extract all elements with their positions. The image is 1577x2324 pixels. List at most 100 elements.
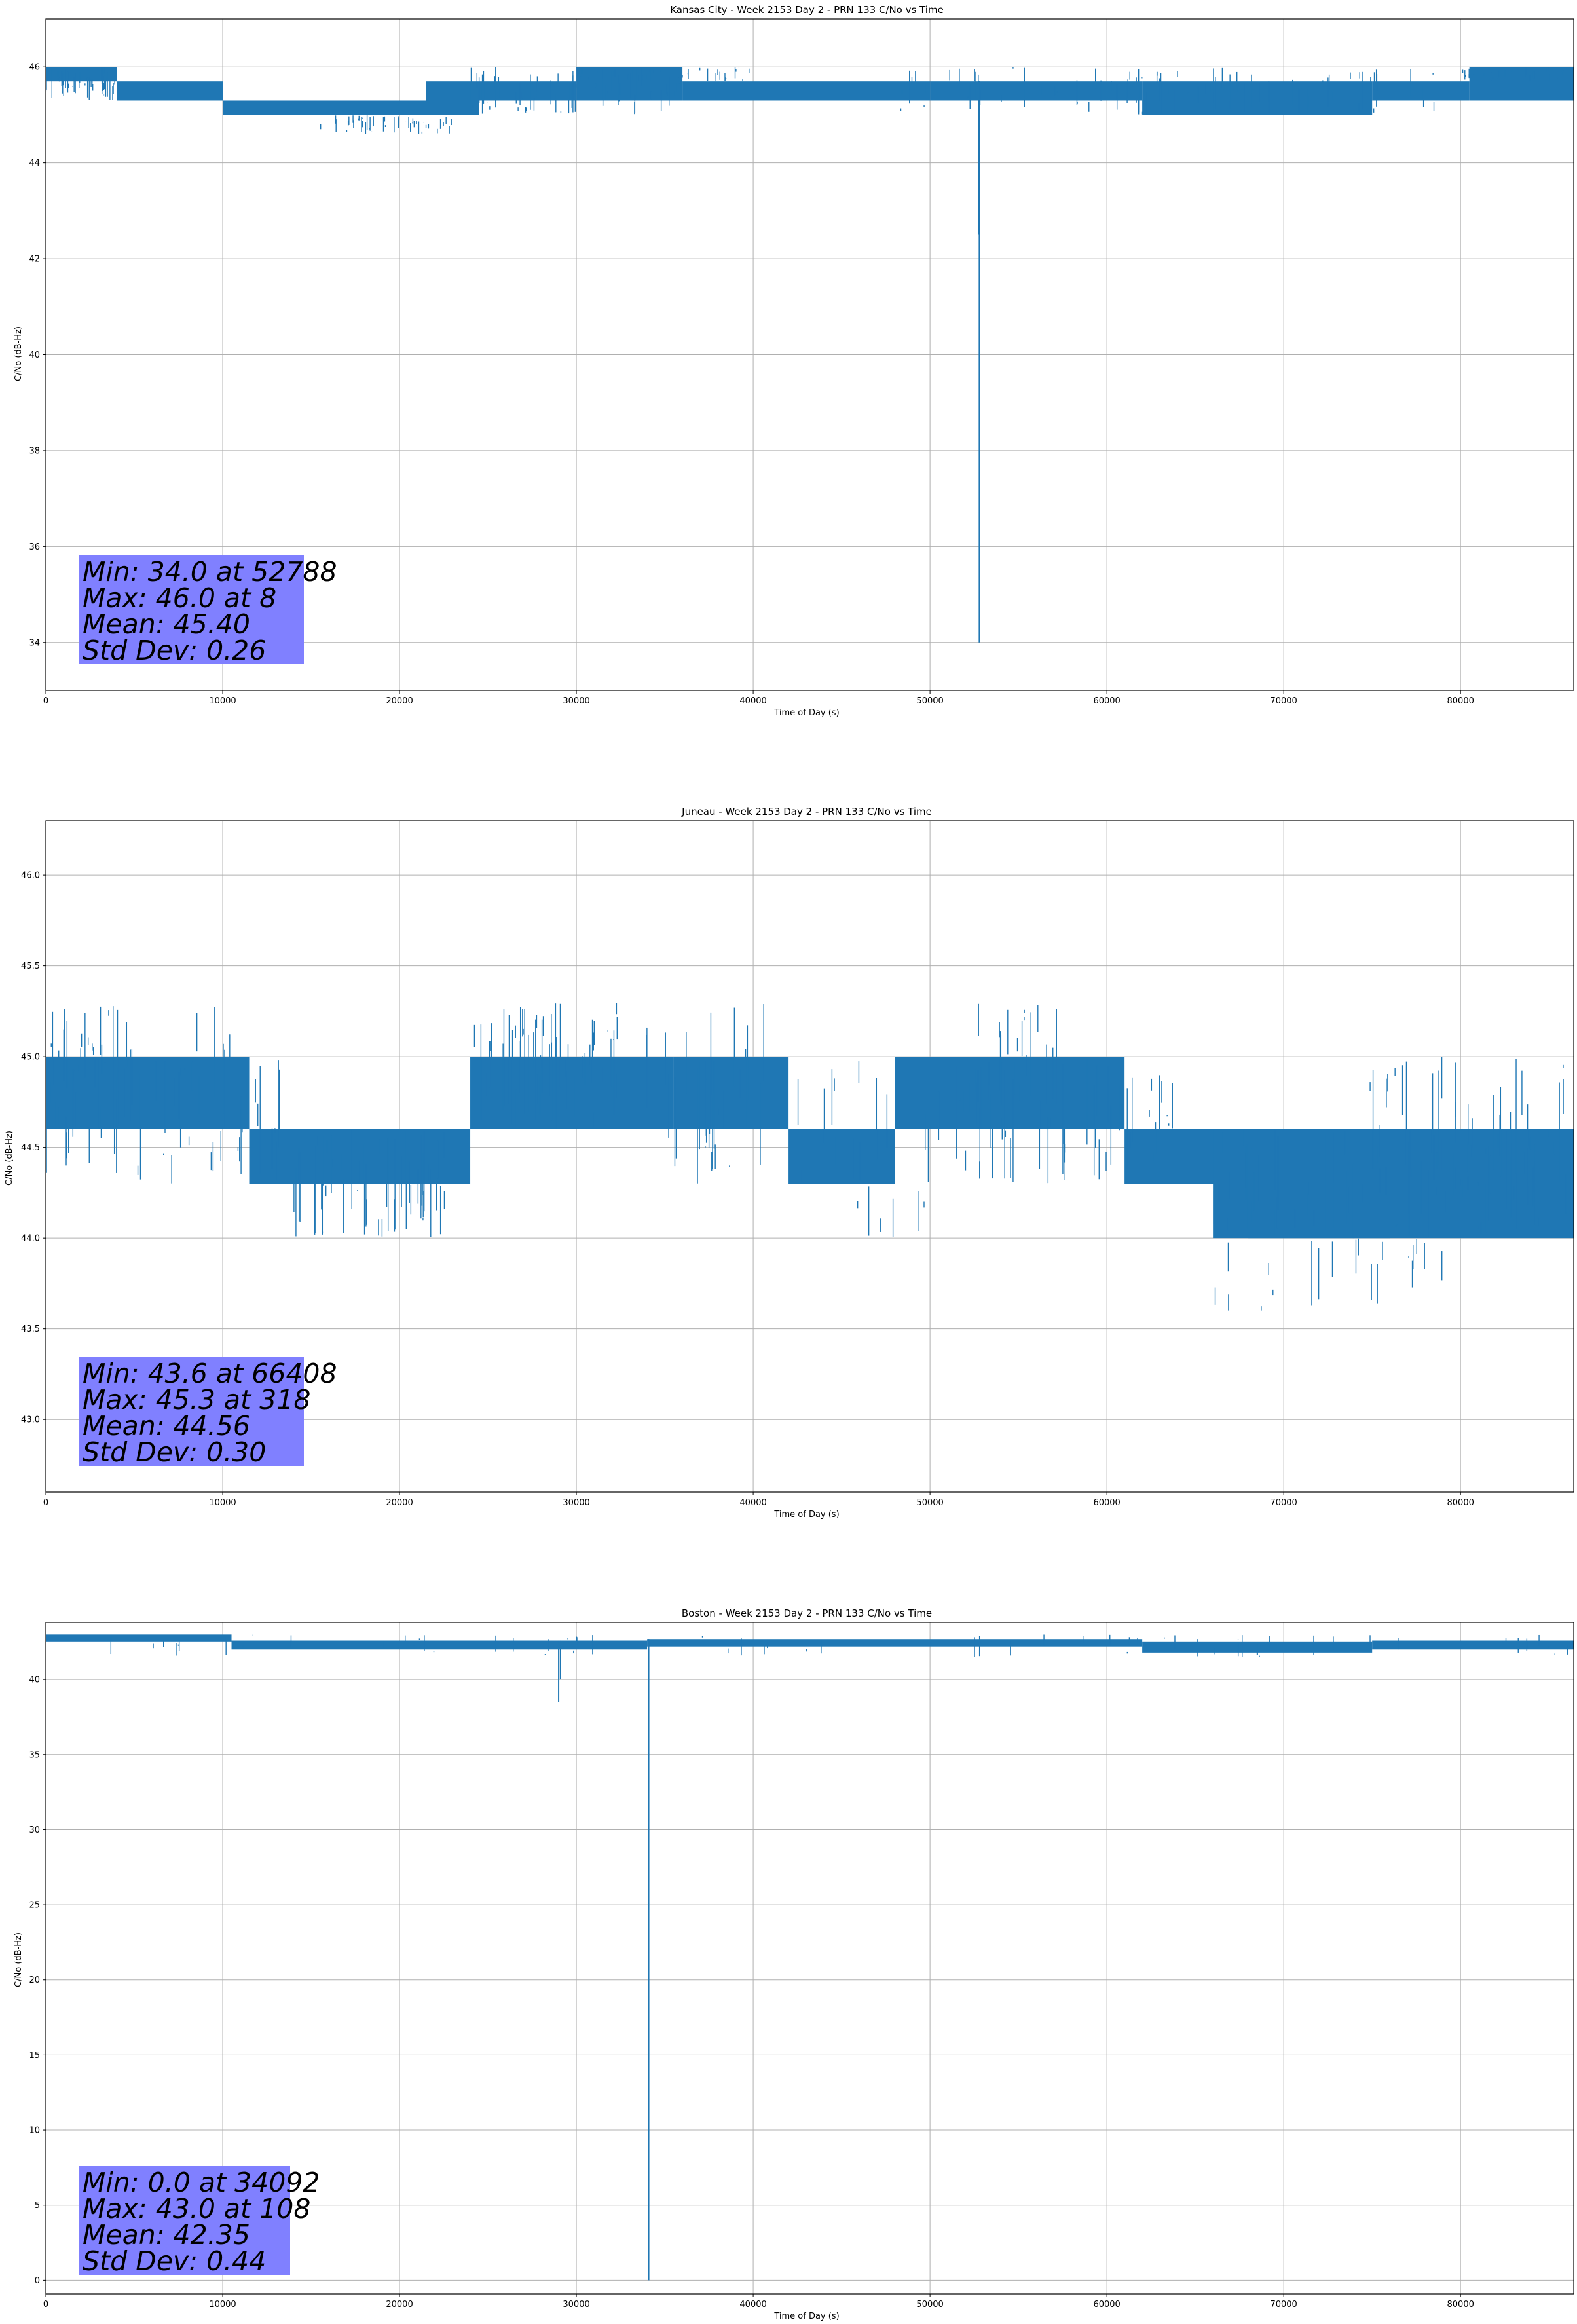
chart-kansas-city: Kansas City - Week 2153 Day 2 - PRN 133 … bbox=[14, 4, 1574, 718]
x-tick-label: 20000 bbox=[386, 2300, 413, 2310]
axis-ticks: 0 10000 20000 30000 40000 50000 60000 70000 8000… bbox=[29, 63, 1474, 706]
data-series bbox=[46, 1634, 1574, 2281]
y-tick-label: 0 bbox=[35, 2276, 40, 2286]
signal-band bbox=[1213, 1129, 1574, 1239]
y-tick-label: 30 bbox=[29, 1826, 40, 1835]
y-axis-label: C/No (dB-Hz) bbox=[14, 326, 24, 381]
signal-band bbox=[930, 81, 1143, 101]
y-tick-label: 20 bbox=[29, 1976, 40, 1985]
y-tick-label: 43.0 bbox=[21, 1415, 40, 1425]
signal-band bbox=[682, 81, 931, 101]
plot-frame bbox=[45, 1622, 1574, 2295]
plot-frame bbox=[45, 18, 1574, 691]
y-tick-label: 5 bbox=[35, 2201, 40, 2211]
signal-band bbox=[1372, 81, 1470, 101]
stats-box-background bbox=[79, 2166, 290, 2275]
y-tick-label: 45.0 bbox=[21, 1053, 40, 1062]
x-tick-label: 70000 bbox=[1270, 2300, 1297, 2310]
chart-juneau: Juneau - Week 2153 Day 2 - PRN 133 C/No … bbox=[5, 806, 1574, 1520]
stats-box-background bbox=[79, 1357, 304, 1466]
x-axis-label: Time of Day (s) bbox=[773, 1510, 839, 1520]
y-tick-label: 44.0 bbox=[21, 1234, 40, 1244]
y-tick-label: 44.5 bbox=[21, 1143, 40, 1153]
chart-title: Juneau - Week 2153 Day 2 - PRN 133 C/No … bbox=[681, 806, 932, 817]
stats-max: Max: 43.0 at 108 bbox=[83, 2193, 310, 2224]
stats-box-background bbox=[79, 555, 304, 664]
x-tick-label: 10000 bbox=[209, 2300, 236, 2310]
x-tick-label: 60000 bbox=[1093, 1498, 1120, 1508]
chart-boston: Boston - Week 2153 Day 2 - PRN 133 C/No … bbox=[14, 1607, 1574, 2321]
x-tick-label: 50000 bbox=[916, 1498, 943, 1508]
axis-ticks: 0 10000 20000 30000 40000 50000 60000 70000 8000… bbox=[29, 1676, 1474, 2310]
stats-min: Min: 43.6 at 66408 bbox=[83, 1358, 337, 1389]
x-tick-label: 60000 bbox=[1093, 2300, 1120, 2310]
x-tick-label: 40000 bbox=[739, 2300, 766, 2310]
plot-frame bbox=[45, 820, 1574, 1493]
y-tick-label: 10 bbox=[29, 2126, 40, 2136]
y-axis-label: C/No (dB-Hz) bbox=[5, 1131, 14, 1186]
grid bbox=[45, 1622, 1574, 2294]
signal-band bbox=[673, 1057, 789, 1129]
stats-std-dev: Std Dev: 0.26 bbox=[83, 635, 266, 666]
y-tick-label: 43.5 bbox=[21, 1324, 40, 1334]
signal-band bbox=[223, 100, 426, 115]
x-tick-label: 10000 bbox=[209, 1498, 236, 1508]
x-axis-label: Time of Day (s) bbox=[773, 2312, 839, 2321]
y-tick-label: 35 bbox=[29, 1750, 40, 1760]
stats-max: Max: 45.3 at 318 bbox=[83, 1384, 310, 1415]
signal-band bbox=[231, 1640, 648, 1650]
stats-box: Min: 34.0 at 52788 Max: 46.0 at 8 Mean: … bbox=[79, 555, 337, 666]
signal-band bbox=[426, 81, 479, 115]
signal-band bbox=[249, 1129, 471, 1184]
chart-title: Kansas City - Week 2153 Day 2 - PRN 133 … bbox=[670, 4, 944, 16]
y-tick-label: 15 bbox=[29, 2051, 40, 2061]
x-tick-label: 80000 bbox=[1447, 2300, 1474, 2310]
x-tick-label: 70000 bbox=[1270, 696, 1297, 706]
stats-mean: Mean: 44.56 bbox=[83, 1410, 250, 1442]
chart-title: Boston - Week 2153 Day 2 - PRN 133 C/No … bbox=[682, 1607, 932, 1619]
stats-mean: Mean: 42.35 bbox=[83, 2219, 250, 2251]
signal-band bbox=[46, 1057, 250, 1129]
signal-band bbox=[46, 67, 117, 82]
y-tick-label: 36 bbox=[29, 542, 40, 552]
x-tick-label: 0 bbox=[43, 696, 48, 706]
x-tick-label: 40000 bbox=[739, 696, 766, 706]
stats-std-dev: Std Dev: 0.30 bbox=[83, 1436, 266, 1468]
stats-min: Min: 0.0 at 34092 bbox=[83, 2167, 320, 2198]
stats-std-dev: Std Dev: 0.44 bbox=[83, 2245, 266, 2277]
y-tick-label: 45.5 bbox=[21, 962, 40, 971]
signal-band bbox=[1142, 81, 1373, 115]
stats-max: Max: 46.0 at 8 bbox=[83, 582, 276, 614]
y-tick-label: 46 bbox=[29, 63, 40, 73]
data-series bbox=[45, 67, 1574, 643]
stats-box: Min: 43.6 at 66408 Max: 45.3 at 318 Mean… bbox=[79, 1357, 337, 1468]
signal-band bbox=[788, 1129, 895, 1184]
data-series bbox=[46, 1003, 1574, 1311]
signal-band bbox=[647, 1639, 1143, 1647]
signal-band bbox=[117, 81, 223, 101]
x-tick-label: 70000 bbox=[1270, 1498, 1297, 1508]
x-tick-label: 30000 bbox=[563, 1498, 589, 1508]
y-tick-label: 25 bbox=[29, 1901, 40, 1911]
axis-ticks: 0 10000 20000 30000 40000 50000 60000 70000 8000… bbox=[21, 871, 1474, 1508]
x-tick-label: 50000 bbox=[916, 696, 943, 706]
signal-band bbox=[46, 1634, 232, 1642]
signal-band bbox=[1372, 1640, 1574, 1650]
x-tick-label: 30000 bbox=[563, 696, 589, 706]
signal-band bbox=[576, 67, 683, 101]
stats-min: Min: 34.0 at 52788 bbox=[83, 556, 337, 588]
y-axis-label: C/No (dB-Hz) bbox=[14, 1932, 24, 1987]
y-tick-label: 40 bbox=[29, 1676, 40, 1685]
signal-band bbox=[895, 1057, 1125, 1129]
y-tick-label: 44 bbox=[29, 159, 40, 168]
x-tick-label: 20000 bbox=[386, 696, 413, 706]
x-tick-label: 40000 bbox=[739, 1498, 766, 1508]
x-tick-label: 60000 bbox=[1093, 696, 1120, 706]
y-tick-label: 38 bbox=[29, 446, 40, 456]
x-axis-label: Time of Day (s) bbox=[773, 708, 839, 718]
x-tick-label: 80000 bbox=[1447, 1498, 1474, 1508]
x-tick-label: 20000 bbox=[386, 1498, 413, 1508]
stats-box: Min: 0.0 at 34092 Max: 43.0 at 108 Mean:… bbox=[79, 2166, 320, 2277]
signal-band bbox=[470, 1057, 674, 1129]
